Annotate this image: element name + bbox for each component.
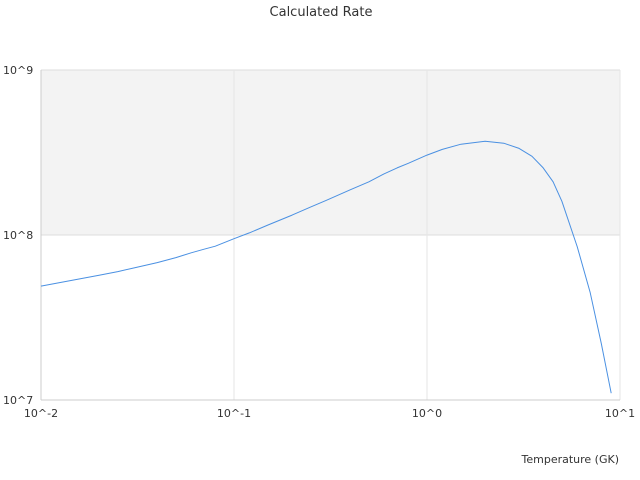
series-line [40,140,612,394]
x-tick-label: 10^0 [412,407,442,420]
shaded-band [41,70,620,235]
y-tick-label: 10^9 [3,64,33,77]
x-tick-label: 10^-2 [24,407,58,420]
y-tick-label: 10^7 [3,394,33,407]
x-axis-label: Temperature (GK) [521,453,620,466]
x-tick-label: 10^-1 [217,407,251,420]
y-tick-label: 10^8 [3,229,33,242]
chart-title: Calculated Rate [270,5,373,20]
x-tick-label: 10^1 [605,407,635,420]
